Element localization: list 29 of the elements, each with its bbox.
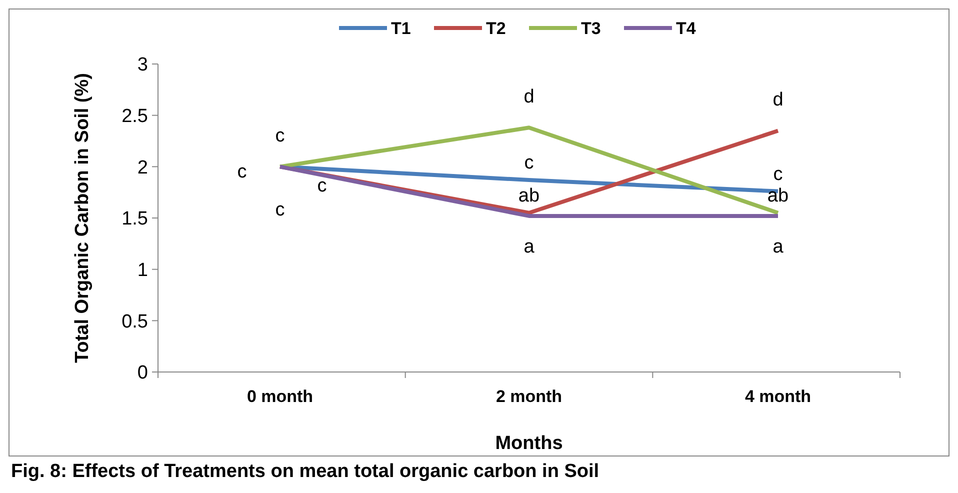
- annotation: a: [524, 236, 535, 258]
- annotation: d: [772, 89, 784, 110]
- annotation: c: [317, 175, 327, 196]
- annotation: c: [773, 164, 783, 185]
- y-tick-label: 3: [137, 54, 148, 76]
- annotation: a: [772, 236, 784, 258]
- y-tick-label: 0.5: [122, 311, 148, 332]
- y-tick-label: 2: [137, 157, 148, 178]
- annotation: ab: [518, 186, 540, 207]
- y-tick-label: 1.5: [122, 208, 148, 230]
- text: Fig. 8: Effects of Treatments on mean total organic carbon in Soil: [11, 461, 600, 482]
- annotation: c: [237, 161, 247, 182]
- y-tick-label: 2.5: [122, 106, 148, 127]
- y-axis-title: Total Organic Carbon in Soil (%): [72, 73, 93, 363]
- annotation: d: [524, 86, 534, 108]
- annotation: c: [275, 125, 285, 146]
- y-tick-label: 0: [137, 362, 148, 384]
- y-tick-label: 1: [137, 260, 148, 281]
- x-axis-title: Months: [495, 433, 563, 454]
- x-tick-label: 0 month: [246, 387, 314, 406]
- legend-label: T4: [676, 18, 696, 38]
- x-tick-label: 4 month: [744, 387, 812, 406]
- annotation: c: [524, 152, 534, 174]
- x-tick-label: 2 month: [496, 387, 562, 406]
- legend-label: T1: [391, 18, 411, 38]
- legend-label: T2: [486, 18, 506, 38]
- legend-label: T3: [581, 18, 601, 38]
- annotation: c: [275, 199, 285, 220]
- annotation: ab: [767, 186, 789, 207]
